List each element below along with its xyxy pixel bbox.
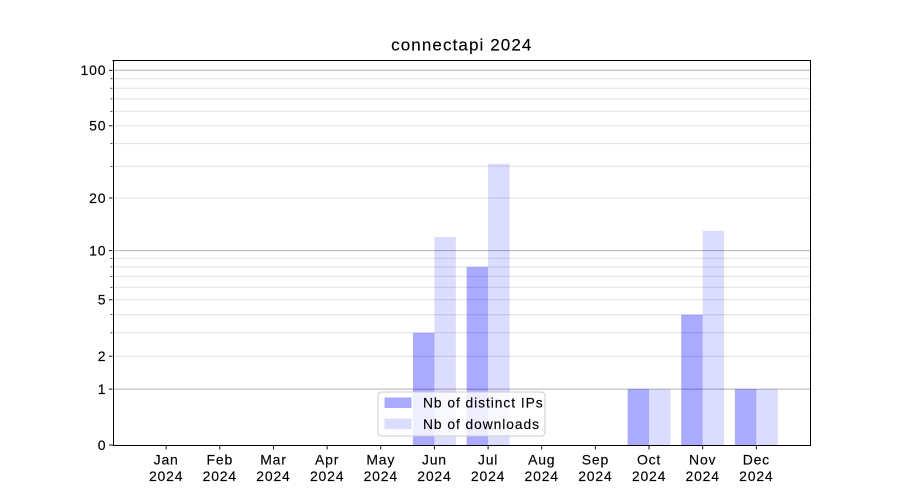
svg-text:20: 20: [89, 190, 106, 206]
svg-text:10: 10: [89, 242, 106, 258]
svg-text:Aug: Aug: [528, 452, 555, 468]
svg-text:Apr: Apr: [315, 452, 339, 468]
svg-text:Nb of distinct IPs: Nb of distinct IPs: [423, 396, 544, 411]
svg-text:2024: 2024: [525, 468, 559, 484]
svg-text:Jun: Jun: [422, 452, 447, 468]
svg-text:2: 2: [98, 348, 107, 364]
svg-text:0: 0: [98, 437, 107, 453]
svg-text:2024: 2024: [149, 468, 183, 484]
svg-text:2024: 2024: [632, 468, 666, 484]
svg-text:Oct: Oct: [637, 452, 661, 468]
svg-text:2024: 2024: [739, 468, 773, 484]
svg-text:Dec: Dec: [743, 452, 770, 468]
svg-text:2024: 2024: [256, 468, 290, 484]
svg-text:Jul: Jul: [478, 452, 498, 468]
svg-text:Nov: Nov: [689, 452, 716, 468]
svg-text:connectapi 2024: connectapi 2024: [391, 36, 532, 55]
svg-text:2024: 2024: [364, 468, 398, 484]
svg-text:Jan: Jan: [154, 452, 179, 468]
svg-text:5: 5: [98, 292, 107, 308]
svg-text:100: 100: [81, 62, 107, 78]
svg-text:May: May: [366, 452, 395, 468]
svg-text:2024: 2024: [417, 468, 451, 484]
svg-text:Sep: Sep: [582, 452, 609, 468]
svg-text:Mar: Mar: [260, 452, 287, 468]
svg-text:2024: 2024: [578, 468, 612, 484]
svg-text:50: 50: [89, 118, 106, 134]
svg-text:Feb: Feb: [207, 452, 234, 468]
svg-text:1: 1: [98, 381, 107, 397]
svg-text:2024: 2024: [471, 468, 505, 484]
svg-text:Nb of downloads: Nb of downloads: [423, 417, 540, 432]
svg-text:2024: 2024: [686, 468, 720, 484]
svg-text:2024: 2024: [203, 468, 237, 484]
svg-text:2024: 2024: [310, 468, 344, 484]
